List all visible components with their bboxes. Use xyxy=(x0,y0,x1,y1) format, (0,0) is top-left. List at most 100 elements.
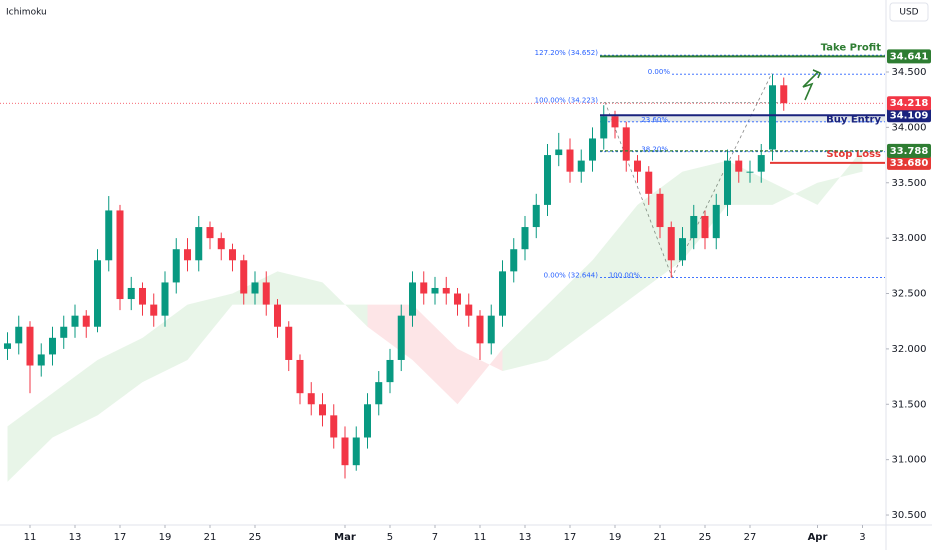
cloud-segment xyxy=(52,359,98,438)
candle-body xyxy=(611,116,619,128)
currency-box[interactable] xyxy=(889,2,929,22)
candle-body xyxy=(622,127,630,161)
candle-body xyxy=(712,204,720,239)
candle-body xyxy=(768,85,776,150)
cloud-segment xyxy=(187,293,233,360)
candle-body xyxy=(228,249,236,261)
candle-body xyxy=(93,260,101,327)
candles xyxy=(3,74,788,479)
candle-body xyxy=(352,437,360,466)
candle-body xyxy=(217,238,225,250)
price-box xyxy=(887,49,931,64)
candle-body xyxy=(521,227,529,250)
x-tick-label: Mar xyxy=(334,532,356,543)
x-tick-label: 19 xyxy=(609,532,622,543)
price-box xyxy=(887,96,931,111)
candle-body xyxy=(150,304,158,316)
candle-body xyxy=(746,171,754,173)
candle-body xyxy=(757,155,765,172)
candle-body xyxy=(566,149,574,172)
cloud-segment xyxy=(277,271,323,305)
candle-body xyxy=(510,249,518,272)
candle-body xyxy=(408,282,416,316)
price-box-label: 33.680 xyxy=(890,158,929,169)
x-tick-label: 13 xyxy=(519,532,532,543)
x-tick-label: 3 xyxy=(859,532,865,543)
cloud-segment xyxy=(7,393,53,482)
candle-body xyxy=(397,315,405,360)
x-tick-label: 25 xyxy=(249,532,262,543)
buy-zone xyxy=(600,115,885,122)
cloud-segment xyxy=(457,348,503,405)
candle-body xyxy=(26,326,34,366)
candle-body xyxy=(498,271,506,316)
candle-body xyxy=(82,315,90,327)
candle-body xyxy=(465,304,473,316)
candle-body xyxy=(251,282,259,294)
x-tick-label: 7 xyxy=(432,532,438,543)
fib-label: 0.00% (32.644) xyxy=(544,272,599,280)
candle-body xyxy=(431,287,439,294)
candle-body xyxy=(363,404,371,438)
candle-body xyxy=(15,326,23,344)
candle-body xyxy=(105,210,113,261)
candle-body xyxy=(555,149,563,156)
fib-label: 23.60% xyxy=(641,116,668,124)
price-box xyxy=(887,108,931,123)
candle-body xyxy=(37,354,45,366)
cloud-segment xyxy=(772,182,818,205)
x-tick-label: 11 xyxy=(24,532,37,543)
x-tick-label: 21 xyxy=(654,532,667,543)
candle-body xyxy=(330,415,338,438)
x-tick-label: 25 xyxy=(699,532,712,543)
candle-body xyxy=(678,238,686,261)
candle-body xyxy=(116,210,124,300)
candle-body xyxy=(341,437,349,466)
candle-body xyxy=(476,315,484,344)
y-tick-label: 33.500 xyxy=(892,178,927,189)
candle-body xyxy=(48,337,56,355)
price-box-label: 34.641 xyxy=(890,51,929,62)
candle-body xyxy=(420,282,428,294)
level-name: Take Profit xyxy=(821,42,881,53)
candle-body xyxy=(656,193,664,228)
candle-body xyxy=(172,249,180,283)
currency: USD xyxy=(899,8,918,18)
candle-body xyxy=(307,393,315,405)
x-tick-label: Apr xyxy=(808,532,828,543)
y-tick-label: 32.500 xyxy=(892,289,927,300)
x-tick-label: 17 xyxy=(564,532,577,543)
candle-body xyxy=(273,304,281,327)
fib-label: 0.00% xyxy=(648,68,671,76)
x-tick-label: 27 xyxy=(744,532,757,543)
candle-body xyxy=(240,260,248,294)
candle-body xyxy=(690,215,698,239)
candle-body xyxy=(138,287,146,305)
candle-body xyxy=(735,160,743,172)
candle-body xyxy=(701,215,709,239)
fib-label: 100.00% xyxy=(609,272,640,280)
y-tick-label: 34.500 xyxy=(892,67,927,78)
fib-label: 38.20% xyxy=(641,146,668,154)
candle-body xyxy=(577,160,585,172)
cloud-segment xyxy=(142,304,188,383)
x-tick-label: 11 xyxy=(474,532,487,543)
price-box xyxy=(887,155,931,170)
candle-body xyxy=(183,249,191,261)
candle-body xyxy=(667,227,675,261)
candle-body xyxy=(206,227,214,239)
level-name: Stop Loss xyxy=(826,149,881,160)
candle-body xyxy=(442,287,450,294)
candle-body xyxy=(543,155,551,205)
candle-body xyxy=(262,282,270,305)
y-tick-label: 32.000 xyxy=(892,344,927,355)
candle-body xyxy=(600,116,608,139)
candle-body xyxy=(318,404,326,416)
candle-body xyxy=(127,287,135,300)
candle-body xyxy=(633,160,641,172)
candle-body xyxy=(296,359,304,394)
price-box-label: 33.788 xyxy=(890,146,929,157)
candle-body xyxy=(60,326,68,338)
